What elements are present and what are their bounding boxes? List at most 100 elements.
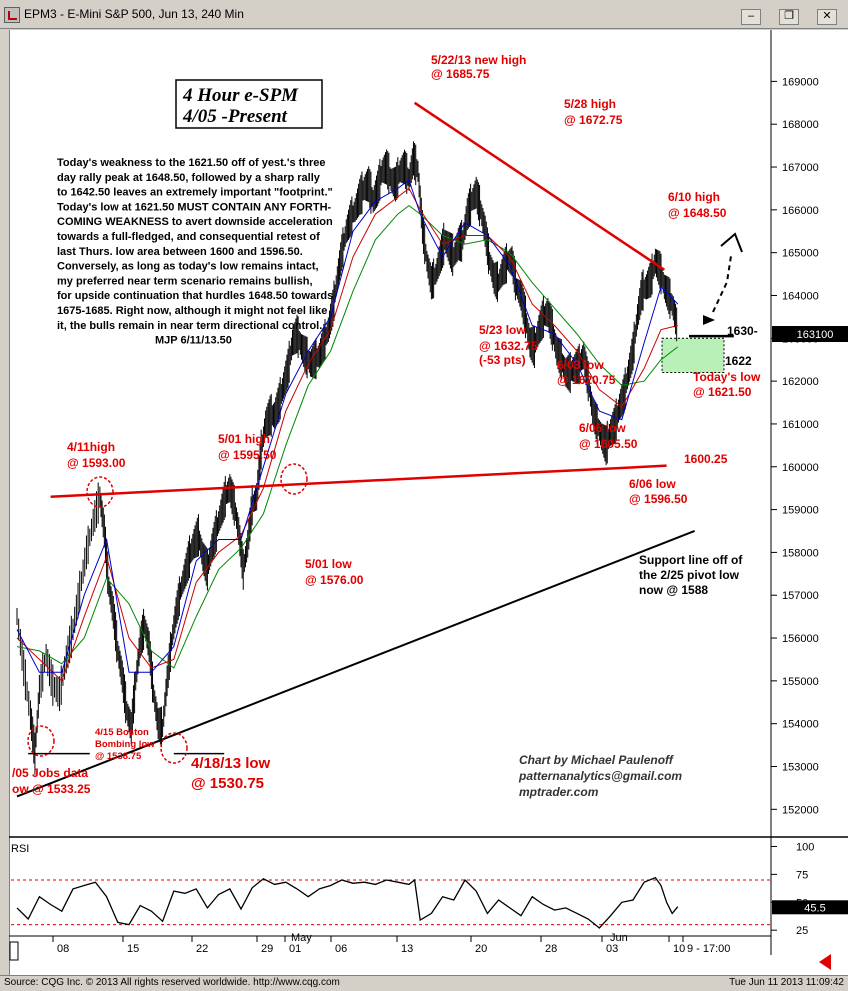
- time-tick-label: 10: [673, 943, 685, 955]
- commentary-line: MJP 6/11/13.50: [155, 335, 232, 347]
- commentary-line: last Thurs. low area between 1600 and 15…: [57, 246, 303, 258]
- annotation-label: 6/10 high: [668, 190, 720, 204]
- support-zone-box: [661, 337, 725, 374]
- annotation-label: @ 1593.00: [67, 456, 126, 470]
- annotation-label: @ 1605.50: [579, 437, 638, 451]
- annotation-label: 5/01 low: [305, 557, 352, 571]
- annotation-label: (-53 pts): [479, 353, 526, 367]
- month-label-may: May: [291, 932, 312, 944]
- annotation-label: @ 1648.50: [668, 206, 727, 220]
- chart-subtitle: 4/05 -Present: [182, 106, 288, 127]
- commentary-line: for upside continuation that hurdles 164…: [57, 290, 333, 302]
- rsi-tick-label: 100: [796, 841, 814, 853]
- projection-arrowhead: [720, 232, 743, 253]
- commentary-line: it, the bulls remain in near term direct…: [57, 320, 322, 332]
- time-tick-label: 06: [335, 943, 347, 955]
- price-tick-label: 164000: [782, 290, 819, 302]
- last-rsi-box: [772, 900, 848, 915]
- time-scroll-thumb: [9, 941, 19, 961]
- status-timestamp: Tue Jun 11 2013 11:09:42: [729, 977, 844, 988]
- neckline: [50, 464, 667, 498]
- time-tick-label: 15: [127, 943, 139, 955]
- price-tick-label: 157000: [782, 590, 819, 602]
- price-tick-label: 168000: [782, 119, 819, 131]
- price-tick-label: 166000: [782, 205, 819, 217]
- time-tick-label: 20: [475, 943, 487, 955]
- ma-slow-line: [16, 204, 679, 669]
- price-tick-label: 169000: [782, 76, 819, 88]
- commentary-line: Today's low at 1621.50 MUST CONTAIN ANY …: [57, 201, 332, 213]
- plot-layer: [11, 79, 771, 929]
- axis-layer: 152000 153000 154000 155000 156000 157000 1580…: [9, 30, 848, 970]
- price-tick-label: 156000: [782, 633, 819, 645]
- title-bar: EPM3 - E-Mini S&P 500, Jun 13, 240 Min –…: [0, 0, 848, 29]
- commentary-line: Today's weakness to the 1621.50 off of y…: [57, 157, 326, 169]
- annotation-label: @ 1620.75: [557, 373, 616, 387]
- chart-canvas[interactable]: 152000 153000 154000 155000 156000 157000 1580…: [9, 30, 848, 975]
- time-tick-label: 29: [261, 943, 273, 955]
- price-tick-label: 160000: [782, 462, 819, 474]
- title-box: [175, 79, 323, 129]
- annotation-label: @ 1685.75: [431, 67, 490, 81]
- commentary-line: 1675-1685. Right now, although it might …: [57, 305, 327, 317]
- rsi-tick-label: 75: [796, 869, 808, 881]
- close-button[interactable]: ✕: [817, 9, 837, 25]
- rsi-tick-label: 25: [796, 925, 808, 937]
- support-line: [16, 530, 695, 798]
- price-tick-label: 158000: [782, 547, 819, 559]
- annotation-label: 6/06 low: [629, 477, 676, 491]
- annotation-label: ow @ 1533.25: [12, 782, 91, 796]
- annotation-label: 5/22/13 new high: [431, 53, 526, 67]
- annotation-label: 6/05 low: [579, 421, 626, 435]
- annotation-label: Bombing low: [95, 739, 155, 750]
- annotation-label: @ 1672.75: [564, 113, 623, 127]
- chart-frame: [9, 30, 848, 975]
- annotation-label: 5/01 high: [218, 432, 270, 446]
- credit-line: patternanalytics@gmail.com: [518, 769, 682, 783]
- source-credit: Source: CQG Inc. © 2013 All rights reser…: [4, 977, 340, 988]
- pivot-circle: [86, 476, 114, 508]
- time-tick-label: 22: [196, 943, 208, 955]
- commentary-line: COMING WEAKNESS to avert downside accele…: [57, 216, 333, 228]
- annotation-label: 4/11high: [67, 440, 115, 454]
- window-title: EPM3 - E-Mini S&P 500, Jun 13, 240 Min: [24, 7, 244, 21]
- annotation-label: 1622: [725, 354, 752, 368]
- price-tick-label: 154000: [782, 719, 819, 731]
- chart-app-icon: [4, 7, 20, 23]
- pivot-circle: [27, 725, 55, 757]
- annotation-label: /05 Jobs data: [12, 766, 88, 780]
- annotation-label: 6/03 low: [557, 358, 604, 372]
- commentary-line: towards a full-fledged, and consequentia…: [57, 231, 320, 243]
- annotation-label: 5/23 low: [479, 323, 526, 337]
- annotation-label: @ 1530.75: [191, 775, 264, 792]
- price-tick-label: 167000: [782, 162, 819, 174]
- pivot-circle: [280, 463, 308, 495]
- price-tick-label: 153000: [782, 761, 819, 773]
- maximize-button[interactable]: ❐: [779, 9, 799, 25]
- annotation-label: 5/28 high: [564, 97, 616, 111]
- rsi-line: [16, 876, 679, 929]
- time-tick-label: 03: [606, 943, 618, 955]
- annotation-label: 1630-: [727, 324, 758, 338]
- credit-line: Chart by Michael Paulenoff: [519, 753, 674, 767]
- resistance-downtrend: [413, 101, 666, 271]
- time-tick-label: 13: [401, 943, 413, 955]
- annotation-label: @ 1596.50: [629, 492, 688, 506]
- price-tick-label: 165000: [782, 248, 819, 260]
- commentary-line: day rally peak at 1648.50, followed by a…: [57, 172, 321, 184]
- last-rsi-label: 45.5: [804, 902, 825, 914]
- commentary-line: to 1642.50 leaves an extremely important…: [57, 187, 333, 199]
- projection-arrow: [712, 255, 732, 313]
- annotation-label: 4/15 Boston: [95, 727, 149, 738]
- minimize-button[interactable]: –: [741, 9, 761, 25]
- annotation-label: 4/18/13 low: [191, 755, 271, 772]
- price-tick-label: 155000: [782, 676, 819, 688]
- price-tick-label: 152000: [782, 804, 819, 816]
- annotation-label: @ 1621.50: [693, 385, 752, 399]
- time-tick-label: 08: [57, 943, 69, 955]
- price-tick-label: 161000: [782, 419, 819, 431]
- annotation-label: @ 1632.75: [479, 339, 538, 353]
- price-tick-label: 162000: [782, 376, 819, 388]
- level-arrowhead: [703, 315, 715, 325]
